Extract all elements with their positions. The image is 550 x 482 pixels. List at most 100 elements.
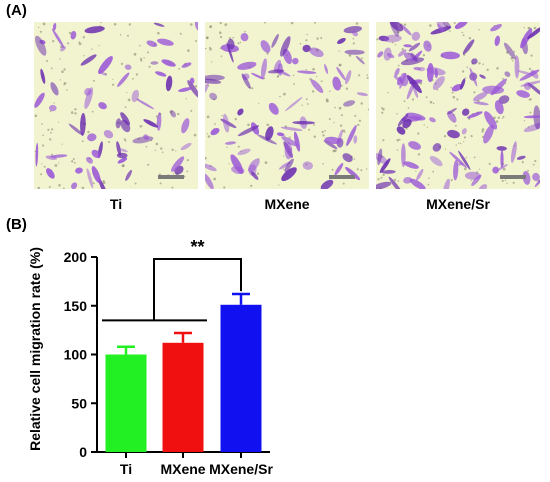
stained-cell [281, 167, 297, 182]
membrane-pore [247, 123, 250, 127]
membrane-pore [91, 110, 94, 113]
membrane-pore [377, 178, 380, 181]
membrane-pore [159, 182, 162, 185]
membrane-pore [206, 133, 209, 135]
membrane-pore [305, 39, 308, 42]
membrane-pore [171, 186, 174, 189]
membrane-pore [127, 34, 129, 37]
membrane-pore [329, 90, 331, 93]
membrane-pore [342, 182, 345, 185]
stained-cell [302, 161, 313, 170]
membrane-pore [506, 182, 508, 184]
stained-cell [429, 155, 443, 167]
stained-cell [479, 74, 486, 79]
membrane-pore [73, 161, 76, 164]
membrane-pore [50, 132, 52, 134]
membrane-pore [504, 179, 507, 181]
membrane-pore [46, 60, 48, 62]
stained-cell [98, 70, 107, 76]
membrane-pore [210, 61, 213, 63]
micrograph-caption-ti: Ti [109, 196, 123, 212]
membrane-pore [119, 34, 122, 36]
membrane-pore [185, 98, 187, 100]
membrane-pore [175, 150, 177, 152]
membrane-pore [82, 36, 86, 39]
stained-cell [226, 42, 234, 63]
membrane-pore [239, 41, 242, 44]
membrane-pore [206, 115, 210, 119]
membrane-pore [171, 148, 174, 151]
stained-cell [460, 78, 466, 90]
membrane-pore [157, 31, 160, 35]
stained-cell [224, 141, 237, 145]
membrane-pore [40, 173, 43, 176]
stained-cell [522, 170, 531, 185]
stained-cell [124, 64, 132, 70]
stained-cell [257, 134, 278, 145]
membrane-pore [352, 37, 355, 40]
stained-cell [409, 178, 426, 189]
plot-area: 0 50 100 150 200 Ti MXene MXene/Sr ** [64, 237, 274, 477]
membrane-pore [417, 132, 420, 135]
stained-cell [297, 70, 317, 74]
membrane-pore [72, 158, 75, 160]
membrane-pore [407, 107, 410, 109]
stained-cell [98, 102, 107, 110]
scale-bar [329, 175, 355, 179]
stained-cell [146, 40, 158, 47]
significance-bracket [153, 257, 242, 321]
membrane-pore [387, 92, 389, 94]
membrane-pore [432, 102, 435, 105]
scale-bar [500, 175, 526, 179]
stained-cell [336, 66, 346, 81]
stained-cell [80, 54, 97, 66]
membrane-pore [345, 87, 349, 90]
stained-cell [458, 150, 471, 170]
stained-cell [464, 171, 481, 180]
membrane-pore [451, 91, 454, 94]
membrane-pore [403, 100, 406, 103]
membrane-pore [338, 106, 342, 110]
y-tick-label: 50 [71, 395, 87, 411]
stained-cell [388, 176, 403, 189]
membrane-pore [150, 139, 153, 142]
membrane-pore [57, 162, 60, 164]
membrane-pore [37, 186, 41, 189]
membrane-pore [51, 128, 54, 131]
membrane-pore [205, 156, 207, 160]
y-tick-label: 200 [64, 249, 88, 265]
stained-cell [117, 72, 130, 87]
stained-cell [484, 111, 498, 130]
stained-cell [117, 157, 128, 164]
membrane-pore [139, 57, 143, 60]
membrane-pore [340, 114, 343, 117]
stained-cell [403, 44, 413, 48]
membrane-pore [340, 84, 343, 87]
stained-cell [189, 77, 195, 84]
stained-cell [309, 47, 324, 58]
membrane-pore [460, 142, 462, 145]
membrane-pore [396, 138, 400, 142]
stained-cell [68, 123, 84, 136]
membrane-pore [38, 26, 40, 29]
stained-cell [517, 70, 534, 76]
membrane-pore [58, 121, 60, 123]
stained-cell [324, 64, 329, 74]
membrane-pore [128, 23, 131, 26]
stained-cell [125, 169, 132, 181]
membrane-pore [139, 44, 141, 47]
membrane-pore [331, 168, 334, 171]
stained-cell [240, 32, 249, 42]
micrograph-caption-mxene: MXene [264, 196, 310, 212]
membrane-pore [266, 52, 269, 55]
x-tick-label: MXene/Sr [209, 461, 273, 477]
stained-cell [376, 181, 392, 189]
membrane-pore [193, 133, 197, 137]
membrane-pore [48, 186, 51, 188]
stained-cell [268, 102, 279, 115]
membrane-pore [462, 34, 465, 37]
membrane-pore [426, 126, 428, 128]
y-tick-label: 0 [79, 444, 87, 460]
membrane-pore [497, 116, 500, 120]
stained-cell [429, 117, 436, 123]
